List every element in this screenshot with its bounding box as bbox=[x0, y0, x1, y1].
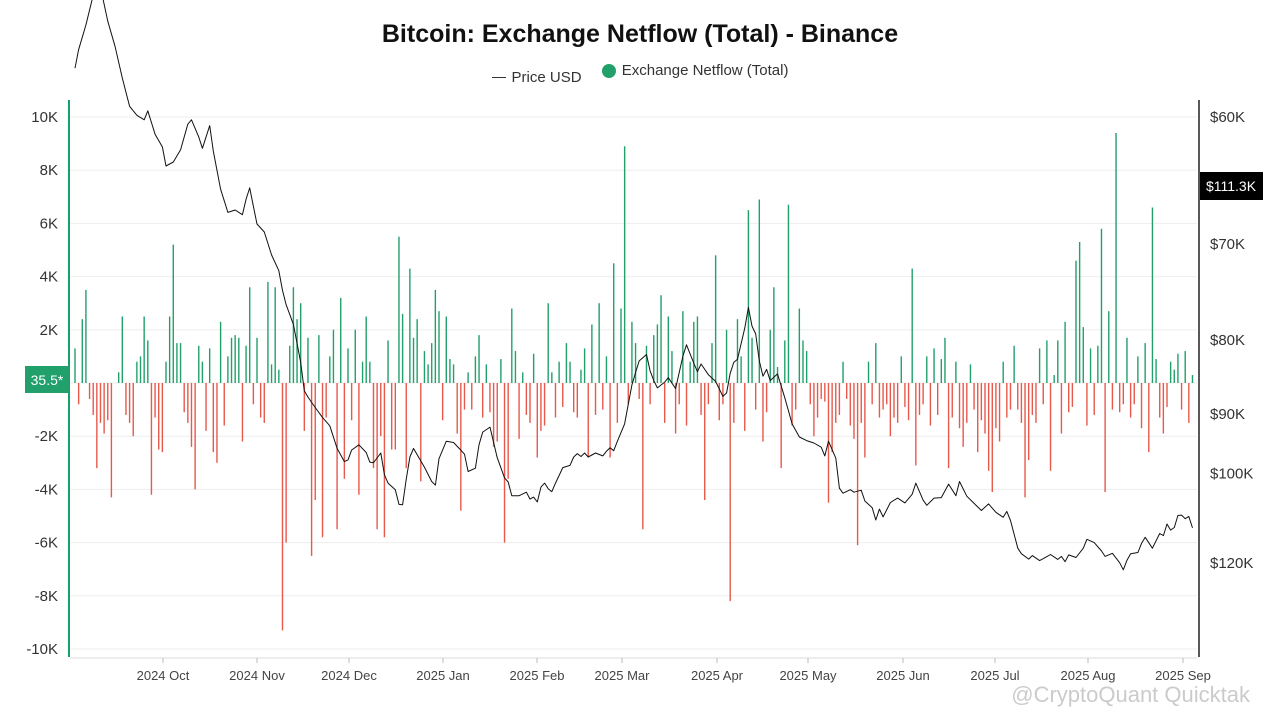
price-line bbox=[74, 0, 1193, 571]
x-tick-label: 2025 Mar bbox=[595, 668, 651, 683]
current-price-badge bbox=[1200, 172, 1263, 200]
x-tick-label: 2024 Dec bbox=[321, 668, 377, 683]
y-right-tick-label: $70K bbox=[1210, 236, 1245, 253]
x-tick-label: 2025 May bbox=[779, 668, 837, 683]
y-left-tick-label: 4K bbox=[40, 269, 58, 286]
legend-line-swatch bbox=[491, 76, 506, 78]
x-tick-label: 2025 Apr bbox=[691, 668, 744, 683]
x-tick-label: 2025 Aug bbox=[1061, 668, 1116, 683]
current-netflow-badge bbox=[25, 366, 69, 393]
y-left-tick-label: 2K bbox=[40, 322, 58, 339]
y-right-tick-label: $60K bbox=[1210, 109, 1245, 126]
y-left-tick-label: -2K bbox=[35, 428, 58, 445]
x-tick-label: 2024 Oct bbox=[137, 668, 190, 683]
legend-item-price[interactable]: Price USD bbox=[491, 68, 582, 86]
current-price-label: $111.3K bbox=[1206, 178, 1257, 194]
x-tick-label: 2025 Jan bbox=[416, 668, 470, 683]
legend-label-netflow: Exchange Netflow (Total) bbox=[621, 62, 789, 79]
chart-title: Bitcoin: Exchange Netflow (Total) - Bina… bbox=[381, 20, 899, 48]
y-right-tick-label: $90K bbox=[1210, 406, 1245, 423]
y-left-tick-label: 10K bbox=[31, 109, 58, 126]
legend-label-price: Price USD bbox=[511, 68, 582, 86]
y-left-tick-label: 8K bbox=[40, 162, 58, 179]
current-netflow-label: 35.5* bbox=[31, 372, 64, 388]
y-left-tick-label: -4K bbox=[35, 481, 58, 498]
x-tick-label: 2024 Nov bbox=[229, 668, 285, 683]
y-left-tick-label: 6K bbox=[40, 215, 58, 232]
y-right-tick-label: $80K bbox=[1210, 332, 1245, 349]
y-left-tick-label: -10K bbox=[26, 641, 58, 658]
watermark: @CryptoQuant Quicktak bbox=[1011, 682, 1250, 707]
legend-item-netflow[interactable]: Exchange Netflow (Total) bbox=[601, 62, 789, 79]
x-tick-label: 2025 Jul bbox=[970, 668, 1019, 683]
y-right-tick-label: $100K bbox=[1210, 466, 1253, 483]
x-tick-label: 2025 Sep bbox=[1155, 668, 1211, 683]
y-left-tick-label: -8K bbox=[35, 588, 58, 605]
legend-dot-swatch bbox=[601, 63, 616, 78]
y-right-tick-label: $120K bbox=[1210, 555, 1253, 572]
x-tick-label: 2025 Jun bbox=[876, 668, 930, 683]
x-tick-label: 2025 Feb bbox=[510, 668, 565, 683]
legend: Price USD Exchange Netflow (Total) bbox=[0, 62, 1280, 86]
y-left-tick-label: -6K bbox=[35, 535, 58, 552]
